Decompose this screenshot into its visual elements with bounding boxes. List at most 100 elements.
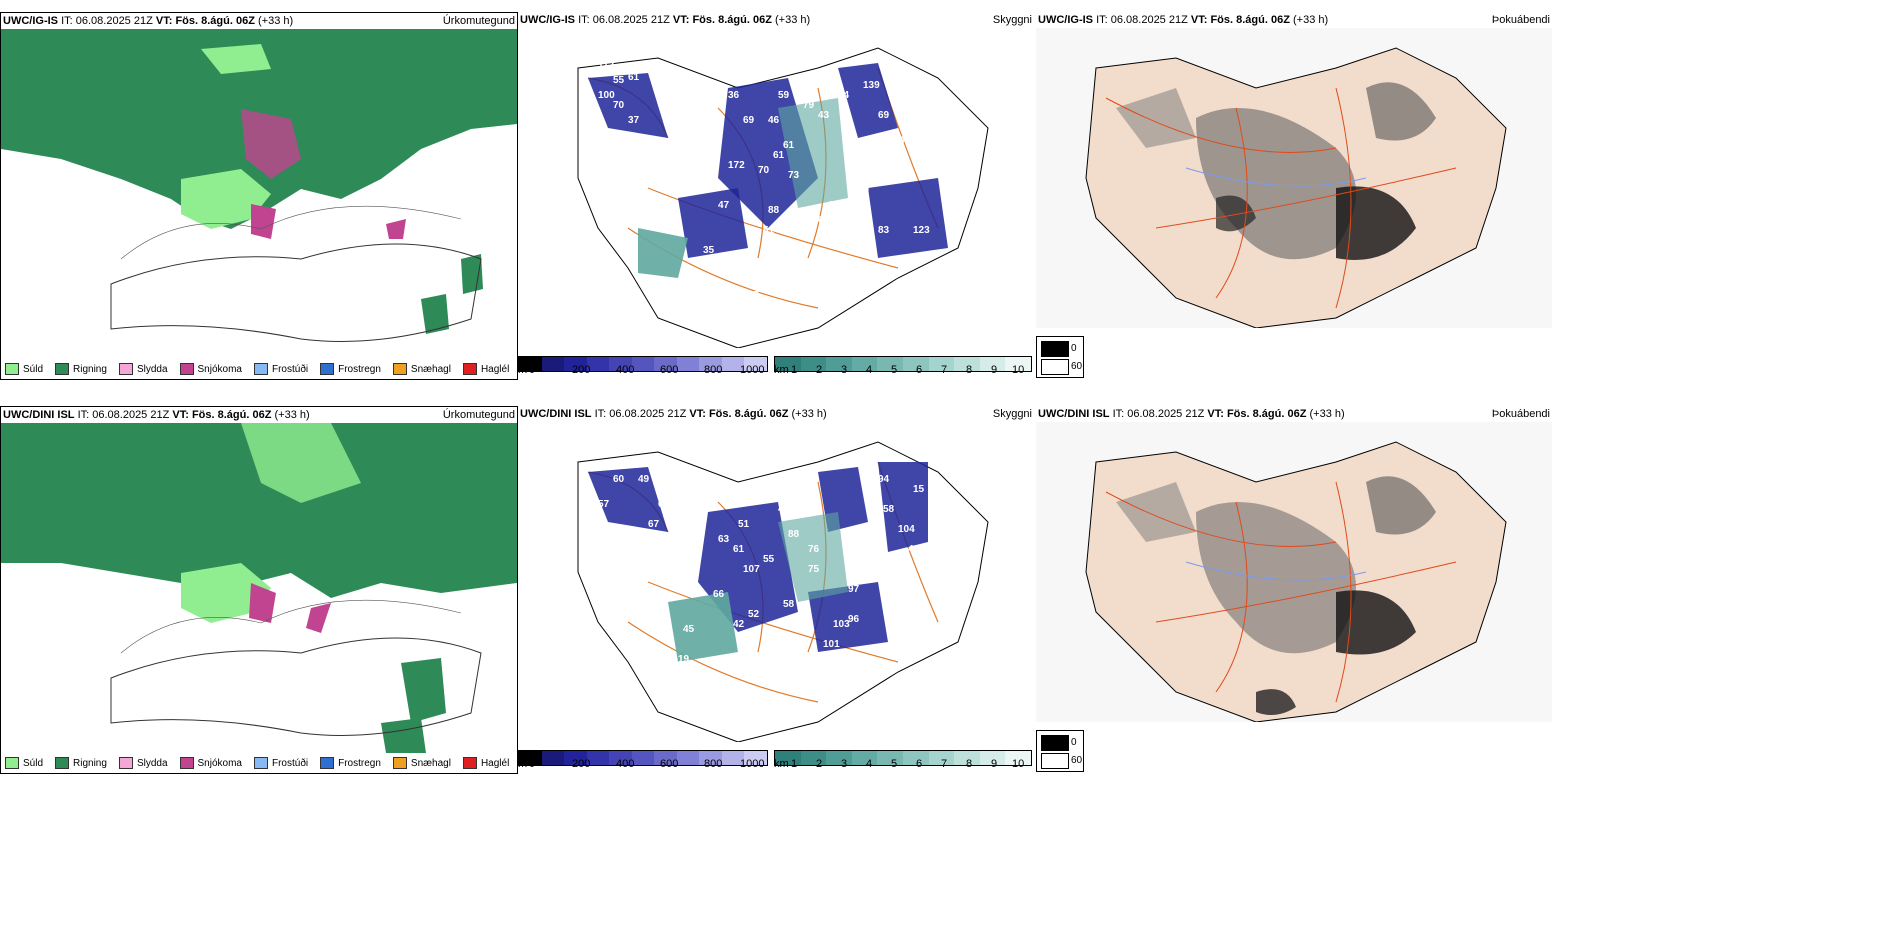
cloud-bar-tick: 1000 <box>740 758 765 770</box>
cloud-bar-tick: 800 <box>704 758 723 770</box>
vis-bar-tick: 4 <box>866 364 873 376</box>
vis-bar-tick: 1 <box>791 364 798 376</box>
panel-name: Þokuábendi <box>1491 14 1550 26</box>
visibility-value-label: 77 <box>738 260 750 271</box>
cloud-bar-tick: 1000 <box>740 364 765 376</box>
precip-map <box>1 423 517 753</box>
visibility-value-label: 76 <box>808 544 820 555</box>
vis-bar-tick: 4 <box>866 758 873 770</box>
visibility-value-label: 61 <box>628 72 640 83</box>
precip-type-panel-1: UWC/IG-IS IT: 06.08.2025 21Z VT: Fös. 8.… <box>0 12 518 380</box>
visibility-value-label: 66 <box>848 225 860 236</box>
legend-item-snow: Snjókoma <box>179 757 242 769</box>
cloud-visibility-panel-1: UWC/IG-IS IT: 06.08.2025 21Z VT: Fös. 8.… <box>518 12 1034 378</box>
panel-title: UWC/IG-IS IT: 06.08.2025 21Z VT: Fös. 8.… <box>3 15 294 27</box>
fog-legend-label: 60 <box>1071 755 1083 766</box>
visibility-value-label: 64 <box>838 90 850 101</box>
cloud-bar-tick: 600 <box>660 758 679 770</box>
vis-bar-tick: 6 <box>916 758 923 770</box>
visibility-value-label: 101 <box>823 639 840 650</box>
visibility-value-label: 60 <box>613 474 625 485</box>
visibility-value-label: 88 <box>788 529 800 540</box>
vis-bar-tick: 3 <box>841 364 848 376</box>
visibility-value-label: 60 <box>783 479 795 490</box>
visibility-value-label: 52 <box>748 609 760 620</box>
vis-bar-tick: 7 <box>941 758 948 770</box>
visibility-value-label: 79 <box>803 100 815 111</box>
visibility-value-label: 43 <box>818 110 830 121</box>
fog-legend: 0 60 <box>1036 730 1084 772</box>
fog-legend: 0 60 <box>1036 336 1084 378</box>
visibility-value-label: 22 <box>873 449 885 460</box>
visibility-value-label: 57 <box>598 499 610 510</box>
panel-name: Skyggni <box>992 14 1032 26</box>
visibility-value-label: 42 <box>658 100 670 111</box>
precip-legend: Súld Rigning Slydda Snjókoma Frostúði Fr… <box>5 757 517 769</box>
visibility-value-label: 96 <box>848 614 860 625</box>
visibility-value-label: 83 <box>878 225 890 236</box>
visibility-value-label: 67 <box>648 519 660 530</box>
vis-bar-tick: 3 <box>841 758 848 770</box>
visibility-value-label: 104 <box>898 524 915 535</box>
panel-name: Skyggni <box>992 408 1032 420</box>
visibility-value-label: 107 <box>743 564 760 575</box>
visibility-value-label: 66 <box>713 589 725 600</box>
visibility-value-label: 67 <box>658 499 670 510</box>
vis-bar-tick: 5 <box>891 364 898 376</box>
visibility-value-label: 59 <box>778 90 790 101</box>
legend-item-freezing-rain: Frostregn <box>320 363 381 375</box>
vis-bar-tick: 10 <box>1012 758 1025 770</box>
visibility-value-label: 38 <box>903 100 915 111</box>
visibility-value-label: 139 <box>863 80 880 91</box>
legend-item-snow-pellets: Snæhagl <box>392 757 451 769</box>
visibility-value-label: 51 <box>763 225 775 236</box>
visibility-value-label: 48 <box>908 544 920 555</box>
cloud-base-colorbar <box>518 356 768 372</box>
visibility-colorbar <box>774 750 1032 766</box>
visibility-value-label: 49 <box>638 474 650 485</box>
visibility-value-label: 94 <box>878 474 890 485</box>
legend-item-drizzle: Súld <box>5 363 43 375</box>
cloud-bar-tick: 400 <box>616 364 635 376</box>
precip-map <box>1 29 517 359</box>
vis-bar-unit: km <box>774 758 789 770</box>
visibility-value-label: 123 <box>913 225 930 236</box>
visibility-value-label: 108 <box>828 200 845 211</box>
fog-indicator-panel-2: UWC/DINI ISL IT: 06.08.2025 21Z VT: Fös.… <box>1036 406 1552 772</box>
precip-legend: Súld Rigning Slydda Snjókoma Frostúði Fr… <box>5 363 517 375</box>
panel-title: UWC/DINI ISL IT: 06.08.2025 21Z VT: Fös.… <box>3 409 310 421</box>
vis-bar-tick: 2 <box>816 758 823 770</box>
visibility-value-label: 35 <box>703 245 715 256</box>
legend-item-hail: Haglél <box>462 363 509 375</box>
legend-item-hail: Haglél <box>462 757 509 769</box>
vis-bar-tick: 9 <box>991 364 998 376</box>
cloud-bar-tick: 0 <box>529 758 536 770</box>
legend-item-snow: Snjókoma <box>179 363 242 375</box>
vis-bar-tick: 7 <box>941 364 948 376</box>
visibility-value-label: 42 <box>733 619 745 630</box>
cloud-bar-tick: 400 <box>616 758 635 770</box>
visibility-colorbar <box>774 356 1032 372</box>
panel-title: UWC/IG-IS IT: 06.08.2025 21Z VT: Fös. 8.… <box>1038 14 1329 26</box>
fog-map <box>1036 28 1552 328</box>
visibility-value-label: 55 <box>763 554 775 565</box>
panel-name: Úrkomutegund <box>442 15 515 27</box>
cloud-visibility-panel-2: UWC/DINI ISL IT: 06.08.2025 21Z VT: Fös.… <box>518 406 1034 772</box>
cloud-bar-tick: 200 <box>572 364 591 376</box>
visibility-value-label: 70 <box>758 165 770 176</box>
visibility-value-label: 70 <box>613 100 625 111</box>
visibility-value-label: 79 <box>838 205 850 216</box>
visibility-value-label: 43 <box>778 504 790 515</box>
cloud-bar-unit: m <box>518 364 528 376</box>
visibility-value-label: 103 <box>833 619 850 630</box>
visibility-value-label: 36 <box>903 619 915 630</box>
visibility-value-label: 47 <box>718 200 730 211</box>
vis-bar-tick: 9 <box>991 758 998 770</box>
visibility-value-label: 15 <box>913 484 925 495</box>
vis-bar-tick: 8 <box>966 758 973 770</box>
visibility-value-label: 112 <box>598 60 615 71</box>
visibility-value-label: 61 <box>773 150 785 161</box>
visibility-value-label: 37 <box>628 115 640 126</box>
